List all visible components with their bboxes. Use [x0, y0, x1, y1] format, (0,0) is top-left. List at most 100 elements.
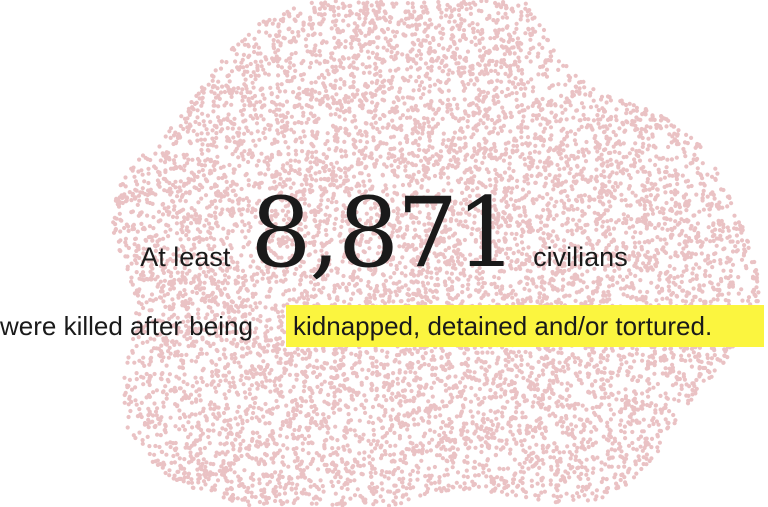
- civilian-dot: [624, 360, 629, 365]
- civilian-dot: [459, 361, 464, 367]
- civilian-dot: [493, 176, 498, 182]
- civilian-dot: [516, 125, 521, 130]
- civilian-dot: [520, 71, 525, 76]
- civilian-dot: [181, 424, 186, 429]
- civilian-dot: [189, 247, 194, 252]
- civilian-dot: [412, 422, 417, 427]
- civilian-dot: [657, 277, 662, 282]
- civilian-dot: [667, 409, 672, 414]
- civilian-dot: [374, 158, 379, 163]
- civilian-dot: [481, 89, 486, 94]
- civilian-dot: [491, 298, 496, 303]
- civilian-dot: [127, 190, 132, 195]
- civilian-dot: [364, 65, 369, 70]
- civilian-dot: [512, 437, 517, 442]
- civilian-dot: [296, 352, 301, 357]
- civilian-dot: [424, 449, 429, 454]
- civilian-dot: [448, 430, 453, 435]
- civilian-dot: [613, 181, 618, 186]
- civilian-dot: [681, 348, 686, 353]
- civilian-dot: [278, 383, 283, 388]
- civilian-dot: [626, 443, 632, 448]
- civilian-dot: [375, 251, 380, 256]
- civilian-dot: [350, 202, 355, 208]
- civilian-dot: [529, 77, 534, 82]
- civilian-dot: [290, 253, 295, 258]
- civilian-dot: [332, 35, 337, 41]
- civilian-dot: [340, 350, 345, 355]
- civilian-dot: [663, 391, 668, 396]
- civilian-dot: [332, 13, 337, 18]
- civilian-dot: [577, 86, 582, 91]
- civilian-dot: [494, 416, 499, 421]
- civilian-dot: [304, 274, 309, 279]
- civilian-dot: [467, 69, 472, 74]
- civilian-dot: [216, 383, 221, 388]
- civilian-dot: [308, 173, 313, 178]
- civilian-dot: [701, 378, 706, 383]
- civilian-dot: [567, 475, 572, 480]
- civilian-dot: [515, 220, 520, 225]
- civilian-dot: [399, 271, 404, 276]
- civilian-dot: [624, 203, 630, 208]
- civilian-dot: [652, 349, 657, 354]
- civilian-dot: [299, 105, 304, 110]
- civilian-dot: [189, 206, 194, 211]
- civilian-dot: [468, 199, 473, 205]
- civilian-dot: [447, 417, 452, 422]
- civilian-dot: [619, 428, 624, 434]
- civilian-dot: [516, 68, 521, 73]
- civilian-dot: [196, 169, 202, 174]
- civilian-dot: [500, 105, 505, 110]
- civilian-dot: [601, 290, 606, 295]
- civilian-dot: [530, 89, 536, 94]
- civilian-dot: [640, 358, 645, 363]
- civilian-dot: [145, 434, 150, 439]
- civilian-dot: [494, 291, 499, 296]
- civilian-dot: [519, 135, 524, 140]
- civilian-dot: [551, 347, 556, 352]
- civilian-dot: [513, 410, 519, 415]
- civilian-dot: [355, 487, 360, 492]
- civilian-dot: [202, 299, 208, 304]
- civilian-dot: [327, 167, 332, 173]
- civilian-dot: [527, 51, 532, 56]
- civilian-dot: [481, 45, 486, 50]
- civilian-dot: [266, 343, 271, 348]
- civilian-dot: [201, 119, 206, 124]
- civilian-dot: [502, 380, 507, 385]
- civilian-dot: [371, 125, 376, 130]
- civilian-dot: [373, 470, 378, 475]
- civilian-dot: [426, 130, 431, 135]
- civilian-dot: [283, 229, 289, 234]
- civilian-dot: [405, 427, 410, 432]
- civilian-dot: [503, 363, 509, 368]
- civilian-dot: [479, 0, 484, 4]
- civilian-dot: [189, 221, 194, 226]
- civilian-dot: [686, 353, 692, 358]
- civilian-dot: [317, 372, 322, 377]
- civilian-dot: [493, 391, 498, 396]
- civilian-dot: [607, 179, 612, 184]
- civilian-dot: [540, 368, 545, 373]
- civilian-dot: [629, 122, 634, 127]
- civilian-dot: [268, 108, 273, 113]
- civilian-dot: [525, 268, 530, 273]
- civilian-dot: [621, 277, 626, 282]
- civilian-dot: [507, 79, 512, 84]
- civilian-dot: [393, 495, 398, 500]
- civilian-dot: [164, 262, 169, 267]
- civilian-dot: [136, 193, 142, 198]
- civilian-dot: [590, 405, 595, 411]
- civilian-dot: [200, 111, 205, 116]
- civilian-dot: [243, 235, 248, 240]
- civilian-dot: [536, 104, 542, 109]
- civilian-dot: [153, 297, 159, 302]
- civilian-dot: [301, 389, 306, 394]
- civilian-dot: [408, 472, 413, 477]
- civilian-dot: [216, 104, 221, 109]
- civilian-dot: [606, 395, 611, 400]
- civilian-dot: [383, 36, 388, 41]
- civilian-dot: [242, 390, 247, 395]
- civilian-dot: [285, 161, 290, 166]
